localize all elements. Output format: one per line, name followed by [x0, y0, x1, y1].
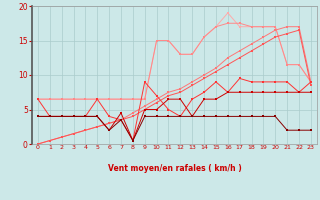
X-axis label: Vent moyen/en rafales ( km/h ): Vent moyen/en rafales ( km/h )	[108, 164, 241, 173]
